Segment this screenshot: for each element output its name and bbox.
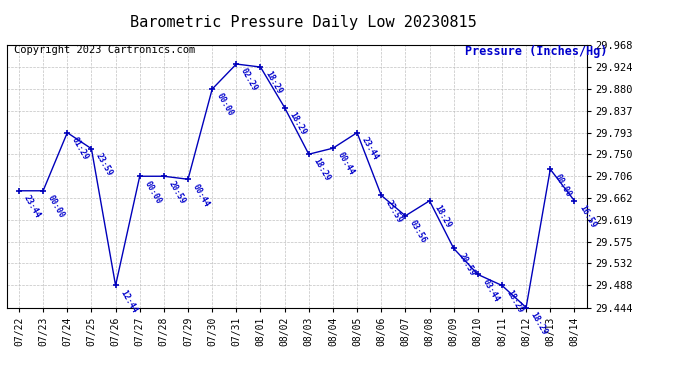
Text: 18:29: 18:29 [312,157,332,183]
Text: 18:29: 18:29 [529,310,549,336]
Text: 18:29: 18:29 [264,70,284,96]
Text: 03:44: 03:44 [481,277,501,303]
Text: 23:44: 23:44 [22,194,42,220]
Text: 00:00: 00:00 [553,172,573,198]
Text: 23:44: 23:44 [360,135,380,162]
Text: Barometric Pressure Daily Low 20230815: Barometric Pressure Daily Low 20230815 [130,15,477,30]
Text: 18:29: 18:29 [433,204,453,230]
Text: Copyright 2023 Cartronics.com: Copyright 2023 Cartronics.com [14,45,195,55]
Text: 20:59: 20:59 [167,179,187,205]
Text: 00:44: 00:44 [336,151,356,177]
Text: 23:59: 23:59 [95,152,115,178]
Text: 00:00: 00:00 [46,194,66,220]
Text: 12:44: 12:44 [119,288,139,314]
Text: 20:59: 20:59 [457,251,477,278]
Text: 01:29: 01:29 [70,135,90,162]
Text: 00:00: 00:00 [143,179,163,205]
Text: 18:29: 18:29 [505,288,525,314]
Text: 00:00: 00:00 [215,92,235,118]
Text: Pressure (Inches/Hg): Pressure (Inches/Hg) [464,45,607,58]
Text: 16:59: 16:59 [578,204,598,230]
Text: 00:44: 00:44 [191,182,211,208]
Text: 23:59: 23:59 [384,198,404,224]
Text: 18:29: 18:29 [288,110,308,136]
Text: 03:56: 03:56 [408,219,428,245]
Text: 02:29: 02:29 [239,67,259,93]
